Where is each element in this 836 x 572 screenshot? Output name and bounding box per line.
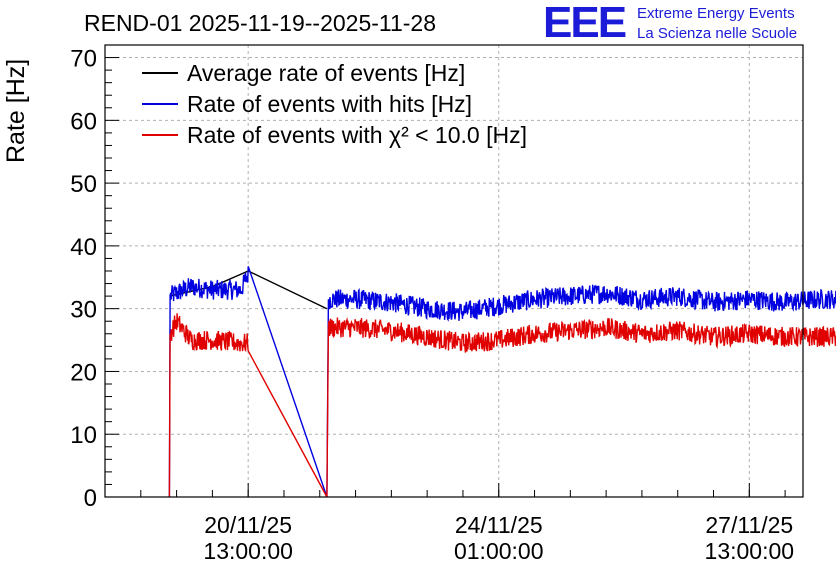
legend-label-2: Rate of events with hits [Hz] (187, 91, 472, 117)
y-tick-label: 30 (70, 297, 97, 324)
logo-line2: La Scienza nelle Scuole (637, 25, 798, 42)
y-tick-label: 20 (70, 359, 97, 386)
legend-label-1: Average rate of events [Hz] (187, 60, 465, 86)
x-tick-label-time: 13:00:00 (705, 538, 795, 564)
x-tick-label-date: 20/11/25 (204, 512, 292, 538)
x-tick-label-date: 24/11/25 (455, 512, 543, 538)
x-tick-label-time: 01:00:00 (454, 538, 544, 564)
series-line-3 (168, 313, 836, 498)
y-tick-label: 40 (70, 234, 97, 261)
series-line-1 (169, 270, 328, 310)
x-tick-label-date: 27/11/25 (705, 512, 793, 538)
series-line-2 (168, 266, 836, 498)
y-tick-label: 70 (70, 46, 97, 73)
eee-logo: EEE (543, 0, 627, 47)
y-axis-label: Rate [Hz] (2, 58, 30, 163)
legend-label-3: Rate of events with χ² < 10.0 [Hz] (187, 122, 527, 148)
logo-line1: Extreme Energy Events (637, 5, 795, 22)
x-tick-label-time: 13:00:00 (203, 538, 293, 564)
y-tick-label: 0 (84, 485, 97, 512)
y-tick-label: 10 (70, 422, 97, 449)
eee-logo-caption: Extreme Energy Events La Scienza nelle S… (637, 4, 797, 44)
plot-frame (104, 44, 804, 498)
y-tick-label: 60 (70, 108, 97, 135)
chart-title: REND-01 2025-11-19--2025-11-28 (84, 10, 437, 36)
y-tick-label: 50 (70, 171, 97, 198)
